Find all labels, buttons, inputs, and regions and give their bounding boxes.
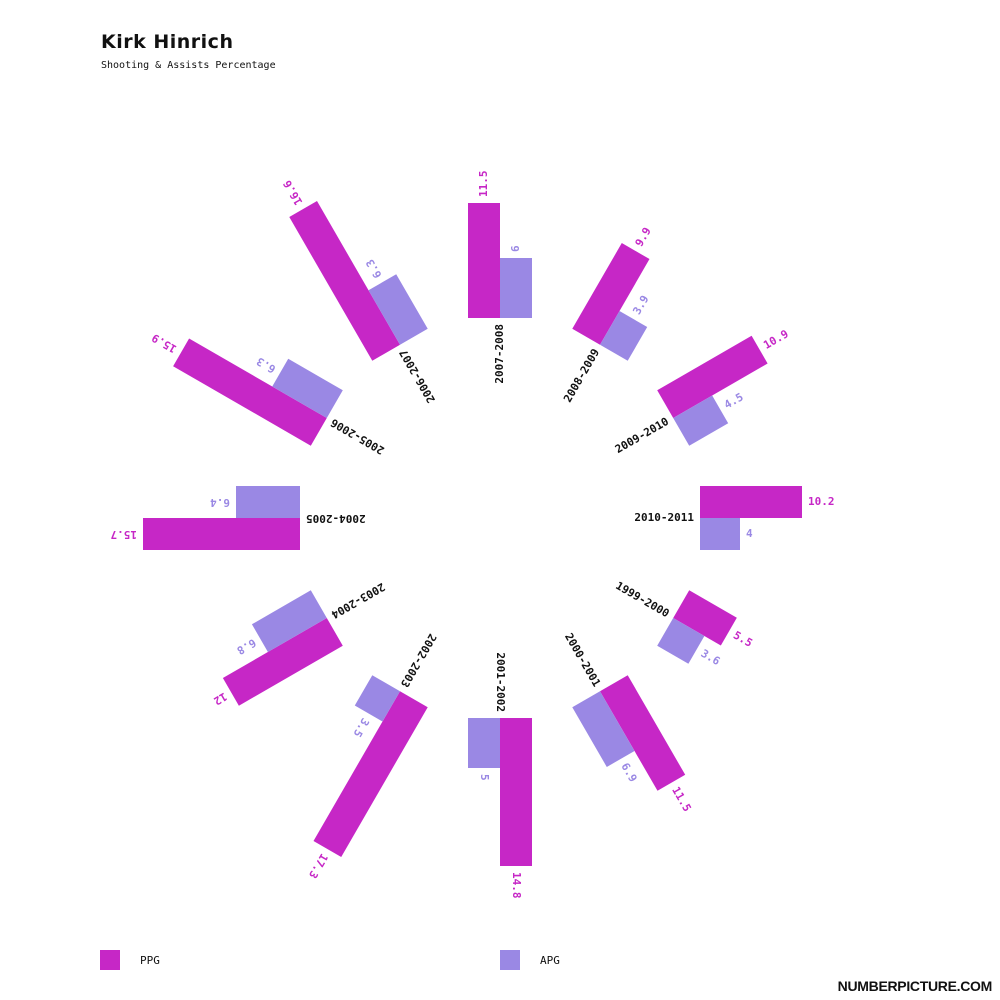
ppg-value-label: 15.9: [149, 331, 178, 356]
season-group: 2010-2011 10.2 4: [634, 486, 835, 550]
ppg-bar: [500, 718, 532, 866]
legend-apg: APG: [500, 950, 560, 970]
ppg-value-label: 11.5: [477, 171, 490, 198]
brand-logo[interactable]: NUMBERPICTURE.COM: [837, 978, 993, 994]
ppg-value-label: 5.5: [731, 629, 755, 650]
season-label: 2008-2009: [561, 346, 602, 404]
apg-bar: [468, 718, 500, 768]
apg-bar: [673, 395, 729, 446]
season-group: 2001-2002 14.8 5: [468, 652, 532, 899]
apg-bar: [599, 311, 648, 361]
season-label: 2005-2006: [328, 416, 386, 457]
ppg-bar: [173, 338, 327, 446]
apg-value-label: 6: [509, 245, 522, 252]
legend-apg-swatch: [500, 950, 520, 970]
apg-bar: [272, 358, 343, 418]
apg-value-label: 5: [478, 774, 491, 781]
ppg-value-label: 9.9: [633, 225, 654, 249]
ppg-value-label: 15.7: [111, 528, 138, 541]
season-label: 2002-2003: [398, 631, 439, 689]
apg-value-label: 6.8: [234, 636, 258, 657]
apg-value-label: 6.3: [363, 257, 384, 281]
ppg-bar: [468, 203, 500, 318]
apg-bar: [251, 590, 327, 652]
season-label: 1999-2000: [613, 579, 671, 620]
ppg-value-label: 10.2: [808, 495, 835, 508]
ppg-bar: [599, 675, 686, 791]
season-group: 1999-2000 5.5 3.6: [613, 579, 755, 668]
apg-value-label: 4: [746, 527, 753, 540]
ppg-bar: [673, 590, 737, 646]
ppg-bar: [313, 691, 428, 858]
apg-value-label: 6.9: [618, 761, 639, 785]
season-label: 2007-2008: [493, 324, 506, 384]
ppg-value-label: 11.5: [669, 784, 694, 813]
apg-bar: [368, 274, 428, 345]
legend-ppg: PPG: [100, 950, 160, 970]
apg-bar: [354, 675, 400, 722]
ppg-bar: [222, 617, 343, 706]
apg-value-label: 3.6: [699, 647, 723, 668]
season-group: 2007-2008 11.5 6: [468, 171, 532, 384]
season-group: 2004-2005 15.7 6.4: [111, 486, 366, 550]
season-label: 2001-2002: [494, 652, 507, 712]
apg-value-label: 3.9: [630, 293, 651, 317]
apg-bar: [500, 258, 532, 318]
apg-value-label: 6.3: [254, 355, 278, 376]
season-label: 2009-2010: [613, 415, 671, 456]
ppg-value-label: 14.8: [510, 872, 523, 899]
apg-value-label: 3.5: [351, 716, 372, 740]
legend-ppg-swatch: [100, 950, 120, 970]
season-label: 2004-2005: [306, 512, 366, 525]
apg-bar: [572, 691, 635, 767]
legend-apg-label: APG: [540, 953, 560, 967]
ppg-value-label: 10.9: [761, 327, 790, 352]
chart-title: Kirk Hinrich: [101, 31, 234, 53]
apg-value-label: 6.4: [210, 496, 230, 509]
ppg-bar: [143, 518, 300, 550]
legend-ppg-label: PPG: [140, 953, 160, 967]
ppg-value-label: 16.6: [281, 178, 306, 208]
season-label: 2000-2001: [562, 631, 603, 689]
apg-bar: [236, 486, 300, 518]
apg-value-label: 4.5: [722, 390, 746, 411]
apg-bar: [700, 518, 740, 550]
apg-bar: [657, 617, 705, 664]
chart-subtitle: Shooting & Assists Percentage: [101, 60, 276, 71]
ppg-value-label: 17.3: [306, 851, 331, 880]
season-label: 2010-2011: [634, 511, 694, 524]
ppg-bar: [289, 201, 400, 361]
ppg-bar: [700, 486, 802, 518]
season-label: 2006-2007: [397, 347, 438, 405]
ppg-value-label: 12: [211, 690, 229, 708]
ppg-bar: [657, 335, 768, 418]
season-label: 2003-2004: [329, 580, 387, 621]
ppg-bar: [572, 243, 650, 345]
